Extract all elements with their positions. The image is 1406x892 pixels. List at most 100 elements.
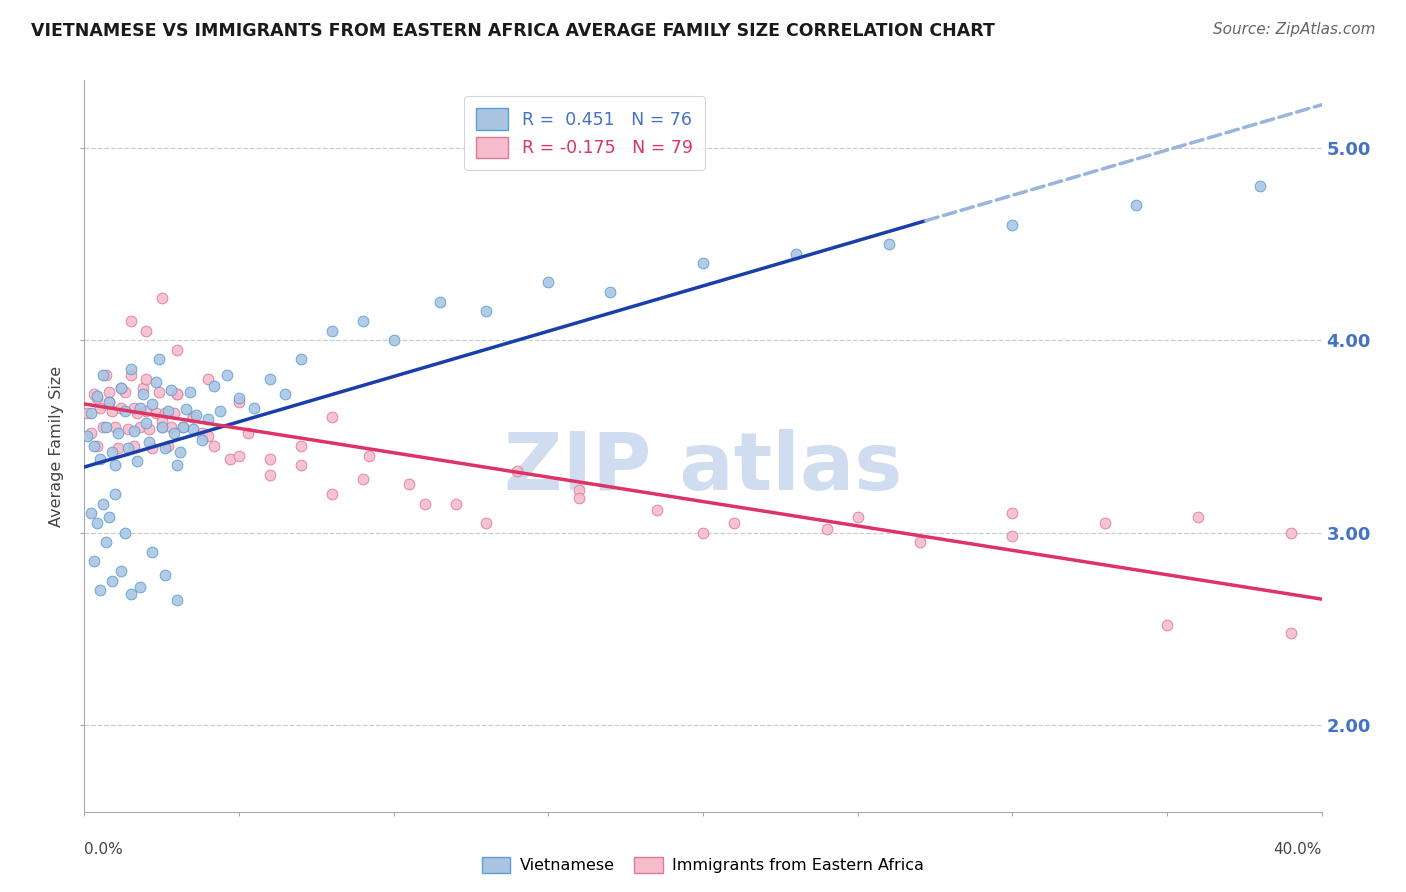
- Point: [1156, 618, 1178, 632]
- Point: [181, 422, 204, 436]
- Point: [259, 371, 281, 385]
- Point: [228, 449, 250, 463]
- Point: [107, 441, 129, 455]
- Point: [160, 419, 183, 434]
- Point: [197, 429, 219, 443]
- Point: [1001, 507, 1024, 521]
- Point: [138, 422, 160, 436]
- Point: [228, 394, 250, 409]
- Point: [94, 368, 117, 382]
- Point: [156, 404, 179, 418]
- Point: [475, 516, 498, 530]
- Point: [107, 425, 129, 440]
- Text: Source: ZipAtlas.com: Source: ZipAtlas.com: [1212, 22, 1375, 37]
- Point: [160, 383, 183, 397]
- Point: [141, 397, 163, 411]
- Point: [398, 477, 420, 491]
- Point: [104, 487, 127, 501]
- Point: [91, 368, 114, 382]
- Point: [290, 439, 312, 453]
- Point: [104, 458, 127, 473]
- Point: [150, 414, 173, 428]
- Point: [163, 406, 186, 420]
- Point: [125, 454, 148, 468]
- Text: 40.0%: 40.0%: [1274, 842, 1322, 857]
- Point: [785, 246, 807, 260]
- Point: [181, 410, 204, 425]
- Point: [1094, 516, 1116, 530]
- Point: [228, 391, 250, 405]
- Point: [117, 422, 139, 436]
- Point: [153, 568, 176, 582]
- Point: [202, 379, 225, 393]
- Point: [506, 464, 529, 478]
- Point: [148, 352, 170, 367]
- Point: [179, 385, 201, 400]
- Legend: Vietnamese, Immigrants from Eastern Africa: Vietnamese, Immigrants from Eastern Afri…: [475, 850, 931, 880]
- Point: [101, 404, 124, 418]
- Point: [166, 387, 188, 401]
- Point: [120, 587, 142, 601]
- Point: [382, 333, 405, 347]
- Point: [79, 406, 101, 420]
- Point: [150, 291, 173, 305]
- Point: [89, 401, 111, 415]
- Point: [290, 352, 312, 367]
- Point: [321, 324, 343, 338]
- Point: [76, 429, 98, 443]
- Point: [357, 449, 380, 463]
- Legend: R =  0.451   N = 76, R = -0.175   N = 79: R = 0.451 N = 76, R = -0.175 N = 79: [464, 96, 704, 169]
- Point: [83, 439, 105, 453]
- Text: 0.0%: 0.0%: [84, 842, 124, 857]
- Point: [321, 410, 343, 425]
- Point: [129, 419, 152, 434]
- Point: [98, 394, 121, 409]
- Point: [125, 406, 148, 420]
- Point: [153, 406, 176, 420]
- Point: [537, 276, 560, 290]
- Point: [191, 434, 214, 448]
- Point: [91, 497, 114, 511]
- Point: [98, 510, 121, 524]
- Point: [89, 583, 111, 598]
- Point: [135, 371, 157, 385]
- Point: [215, 368, 238, 382]
- Point: [352, 314, 374, 328]
- Point: [723, 516, 745, 530]
- Point: [120, 362, 142, 376]
- Point: [94, 535, 117, 549]
- Point: [145, 376, 167, 390]
- Point: [197, 371, 219, 385]
- Point: [877, 236, 900, 251]
- Point: [1187, 510, 1209, 524]
- Point: [191, 425, 214, 440]
- Point: [599, 285, 621, 299]
- Point: [86, 516, 108, 530]
- Point: [444, 497, 467, 511]
- Point: [172, 419, 194, 434]
- Point: [86, 391, 108, 405]
- Point: [692, 256, 714, 270]
- Point: [114, 525, 136, 540]
- Point: [218, 452, 240, 467]
- Point: [86, 439, 108, 453]
- Point: [1001, 218, 1024, 232]
- Point: [141, 441, 163, 455]
- Point: [352, 472, 374, 486]
- Point: [150, 419, 173, 434]
- Point: [166, 343, 188, 357]
- Point: [110, 564, 132, 578]
- Point: [166, 387, 188, 401]
- Point: [145, 406, 167, 420]
- Point: [141, 545, 163, 559]
- Point: [120, 314, 142, 328]
- Point: [908, 535, 931, 549]
- Point: [98, 394, 121, 409]
- Point: [148, 385, 170, 400]
- Point: [138, 435, 160, 450]
- Point: [79, 425, 101, 440]
- Point: [91, 419, 114, 434]
- Point: [129, 580, 152, 594]
- Point: [321, 487, 343, 501]
- Point: [181, 410, 204, 425]
